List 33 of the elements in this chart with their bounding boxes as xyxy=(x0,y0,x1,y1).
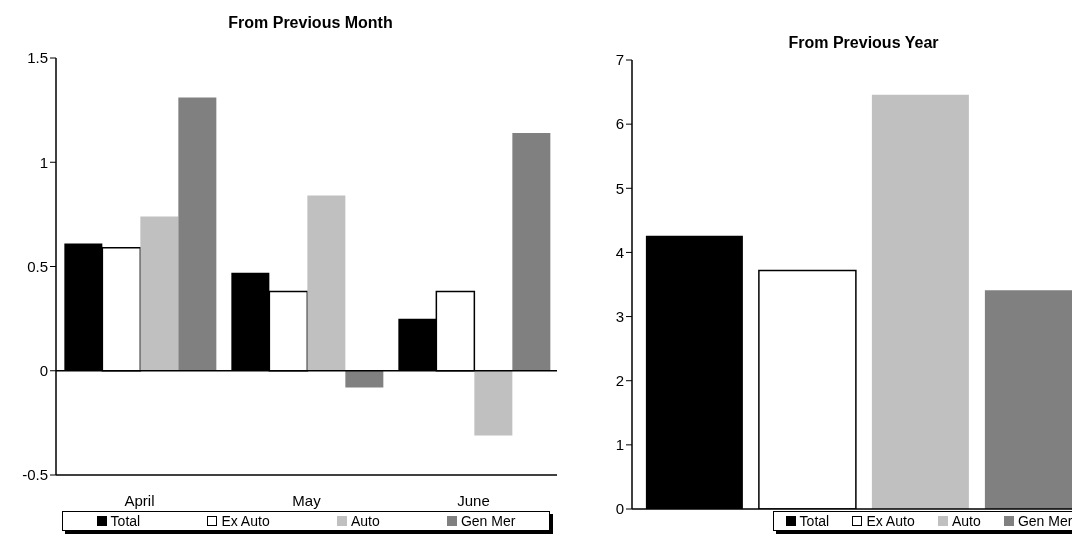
legend-label: Gen Mer xyxy=(1016,513,1072,529)
y-tick-label: 5 xyxy=(615,179,624,197)
bar xyxy=(307,195,346,371)
y-tick-label: 0 xyxy=(39,362,48,380)
legend-label: Total xyxy=(109,513,141,529)
y-tick-label: 3 xyxy=(615,307,624,325)
x-tick-label: May xyxy=(292,491,322,509)
legend-label: Auto xyxy=(950,513,981,529)
legend-label: Ex Auto xyxy=(220,513,270,529)
y-tick-label: -0.5 xyxy=(22,466,48,484)
bar xyxy=(474,370,513,436)
bar xyxy=(178,97,217,371)
chart-title: From Previous Year xyxy=(787,34,940,52)
y-tick-label: 0 xyxy=(615,500,624,518)
y-tick-label: 2 xyxy=(615,372,624,390)
y-tick-label: 4 xyxy=(615,243,624,261)
y-tick-label: 1 xyxy=(39,153,48,171)
bar xyxy=(345,370,384,388)
bar xyxy=(140,216,179,371)
x-tick-label: April xyxy=(124,491,155,509)
y-tick-label: 7 xyxy=(615,51,624,69)
y-tick-label: 0.5 xyxy=(27,257,48,275)
y-tick-label: 1 xyxy=(615,436,624,454)
y-tick-label: 6 xyxy=(615,115,624,133)
x-tick-label: June xyxy=(457,491,490,509)
chart-title: From Previous Month xyxy=(227,14,394,32)
bar xyxy=(871,94,969,509)
legend-label: Total xyxy=(798,513,830,529)
bar xyxy=(512,133,551,371)
legend-label: Gen Mer xyxy=(459,513,516,529)
y-tick-label: 1.5 xyxy=(27,49,48,67)
legend-label: Ex Auto xyxy=(865,513,915,529)
legend-label: Auto xyxy=(349,513,380,529)
